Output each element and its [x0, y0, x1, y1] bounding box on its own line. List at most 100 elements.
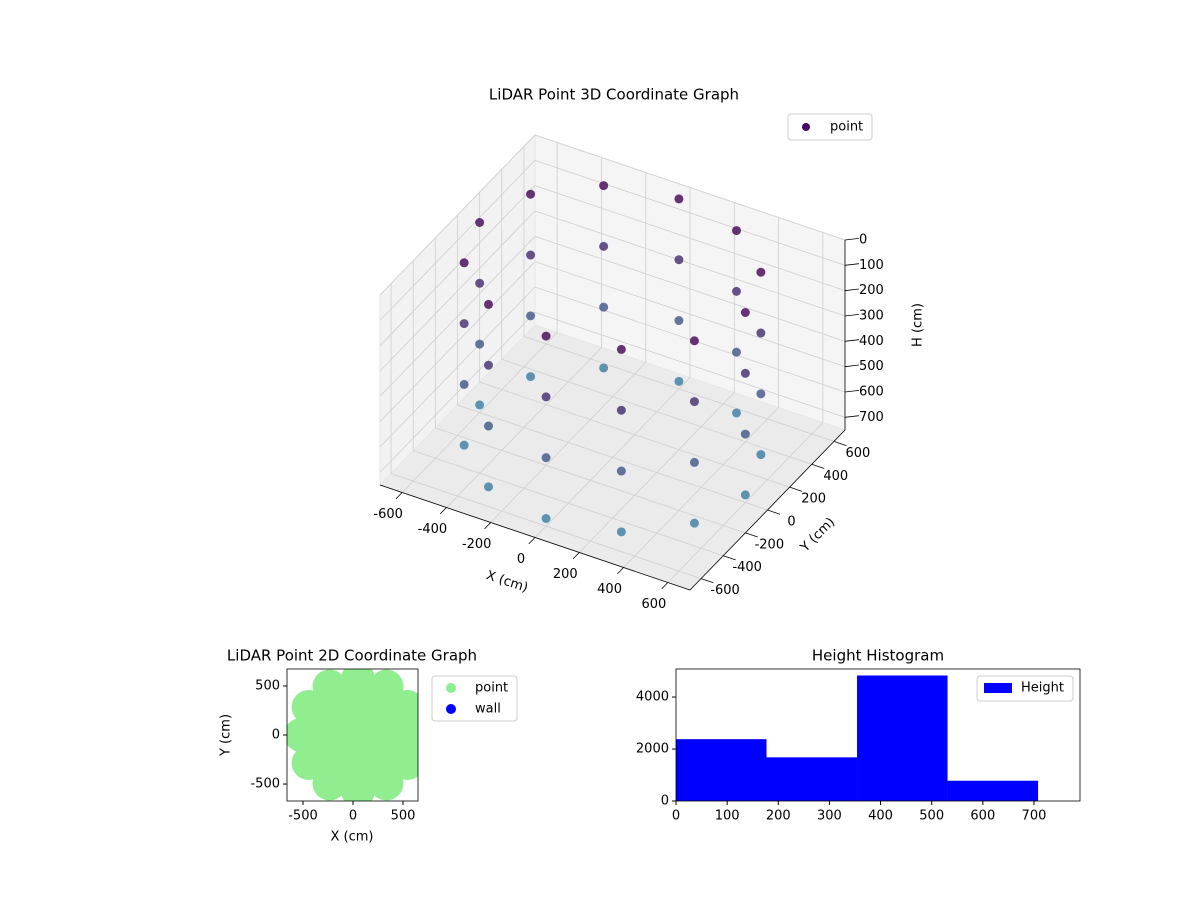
point: [756, 328, 766, 338]
y-tick-label: 600: [846, 446, 871, 461]
x-tick-label: 500: [391, 809, 416, 824]
legend-box: [976, 675, 1074, 702]
tick-mark: [700, 578, 714, 584]
point: [314, 691, 349, 726]
x-tick-label: -600: [373, 507, 403, 522]
tick-mark: [528, 537, 536, 545]
x-tick-label: 0: [672, 809, 680, 824]
point: [756, 267, 766, 277]
point: [599, 363, 609, 373]
tick-mark: [844, 288, 859, 292]
legend-label: point: [475, 681, 508, 696]
point: [616, 344, 626, 354]
tick-mark: [767, 509, 781, 515]
y-tick-label: -600: [710, 583, 740, 598]
point: [599, 241, 609, 251]
x-tick-label: 200: [553, 567, 578, 582]
x-tick-label: 500: [919, 809, 944, 824]
point: [732, 286, 741, 296]
x-tick-label: 700: [1022, 809, 1047, 824]
bar: [766, 757, 858, 801]
y-tick-label: 2000: [636, 742, 669, 757]
z-tick-label: 0: [859, 233, 867, 248]
point: [740, 368, 750, 378]
x-tick-label: -200: [462, 537, 492, 552]
point: [674, 316, 684, 326]
tick-mark: [617, 567, 624, 575]
grid-line: [534, 134, 846, 241]
chart-title: Height Histogram: [812, 647, 944, 665]
y-tick-label: -500: [250, 777, 280, 792]
x-tick-label: 600: [641, 597, 666, 612]
point: [367, 691, 402, 726]
chart-title: LiDAR Point 2D Coordinate Graph: [227, 647, 477, 665]
point: [459, 440, 469, 450]
point: [484, 482, 493, 492]
z-tick-label: 600: [859, 385, 884, 400]
z-tick-label: 300: [859, 309, 884, 324]
bar: [676, 739, 767, 801]
point: [484, 360, 493, 370]
plot-area: [287, 669, 418, 801]
grid-line: [534, 235, 846, 342]
point: [475, 339, 485, 349]
y-tick-label: 400: [823, 469, 848, 484]
point: [674, 255, 684, 265]
point: [599, 302, 609, 312]
point: [740, 490, 750, 500]
y-tick-label: 500: [255, 678, 280, 693]
z-tick-label: 200: [859, 283, 884, 298]
tick-mark: [844, 339, 859, 342]
point: [475, 218, 485, 227]
point: [484, 421, 493, 431]
point: [674, 376, 684, 386]
grid-line: [534, 311, 846, 418]
tick-mark: [572, 552, 580, 560]
legend-marker: [802, 123, 810, 131]
tick-mark: [395, 492, 403, 500]
legend-marker: [446, 683, 456, 693]
grid-line: [413, 450, 724, 557]
point: [526, 311, 536, 321]
y-tick-label: 0: [661, 794, 669, 809]
axis-line: [689, 429, 846, 591]
x-tick-label: -500: [288, 809, 318, 824]
grid-line: [435, 427, 746, 534]
point: [459, 319, 469, 329]
x-tick-label: 0: [517, 552, 525, 567]
tick-mark: [844, 313, 859, 317]
point: [740, 429, 750, 439]
grid-line: [379, 210, 536, 372]
x-axis-label: X (cm): [331, 830, 374, 845]
x-tick-label: 400: [868, 809, 893, 824]
tick-mark: [661, 582, 669, 590]
z-tick-label: 100: [859, 258, 884, 273]
point: [689, 518, 699, 528]
x-tick-label: 100: [715, 809, 740, 824]
point: [526, 372, 536, 382]
grid-line: [379, 160, 536, 321]
point: [541, 513, 551, 523]
tick-mark: [833, 441, 847, 447]
legend-swatch: [984, 683, 1012, 693]
point: [599, 181, 609, 191]
tick-mark: [789, 486, 803, 492]
grid-line: [534, 159, 846, 266]
tick-mark: [439, 507, 447, 515]
x-tick-label: 200: [766, 809, 791, 824]
point: [314, 744, 349, 779]
y-tick-label: -400: [732, 560, 762, 575]
point: [756, 389, 766, 399]
x-axis-label: X (cm): [484, 568, 530, 596]
legend-marker: [446, 704, 456, 714]
z-axis-label: H (cm): [911, 303, 926, 347]
y-tick-label: -200: [755, 537, 785, 552]
grid-line: [390, 473, 702, 579]
y-tick-label: 0: [787, 515, 795, 530]
point: [541, 331, 551, 341]
point: [689, 336, 699, 346]
grid-line: [501, 358, 812, 465]
point: [541, 392, 551, 402]
grid-line: [534, 286, 846, 393]
x-tick-label: 400: [597, 582, 622, 597]
